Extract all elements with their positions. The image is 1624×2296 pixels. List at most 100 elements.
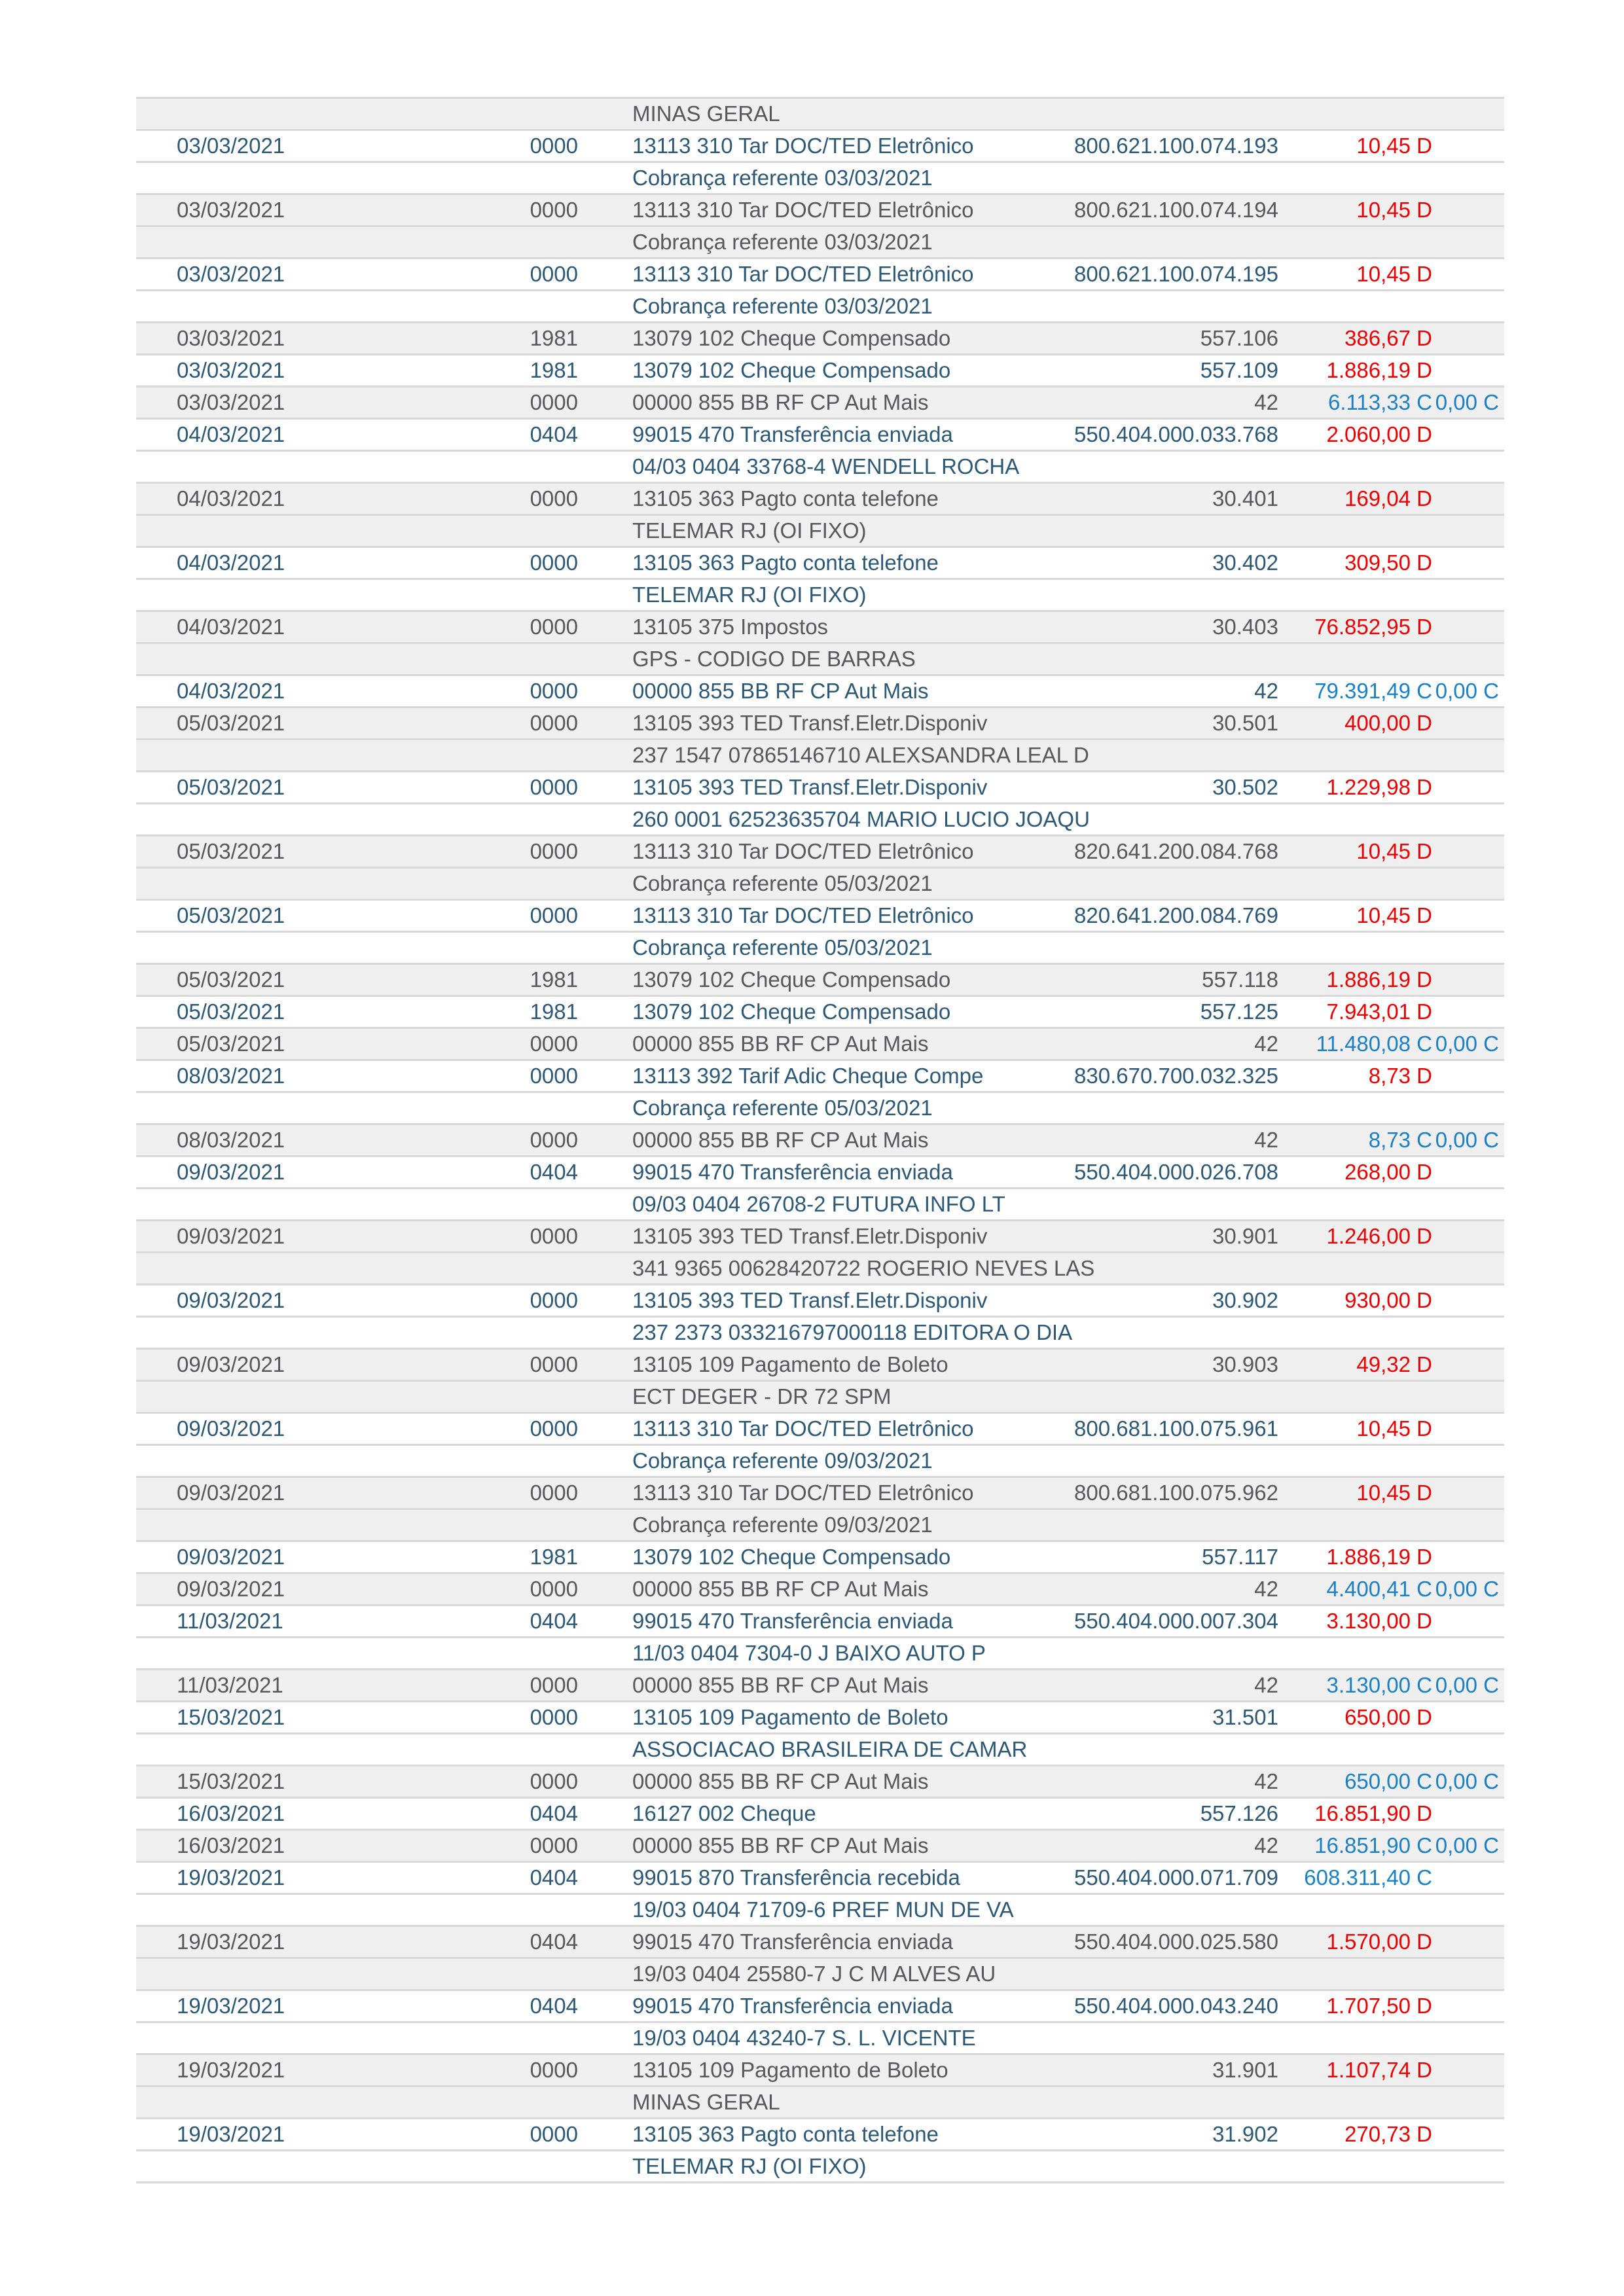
- transaction-date: 09/03/2021: [177, 1352, 285, 1376]
- branch-code: 0000: [530, 550, 578, 575]
- document-number: 557.126: [1200, 1801, 1278, 1825]
- document-number: 42: [1254, 1031, 1278, 1056]
- transaction-date: 04/03/2021: [177, 486, 285, 511]
- amount: 400,00 D: [1344, 711, 1432, 735]
- detail-spacer: [136, 162, 578, 194]
- document-number: 30.502: [1212, 775, 1278, 799]
- detail-spacer: [136, 1381, 578, 1413]
- detail-spacer: [136, 1445, 578, 1477]
- transaction-row: 09/03/2021 1981 13079 102 Cheque Compens…: [136, 1541, 1504, 1573]
- balance-amount: [1432, 355, 1504, 387]
- balance-amount: [1432, 1413, 1504, 1445]
- history-description: 13105 109 Pagamento de Boleto: [632, 2058, 948, 2082]
- transaction-date: 09/03/2021: [177, 1224, 285, 1248]
- balance-amount: [1432, 1541, 1504, 1573]
- detail-spacer: [136, 1734, 578, 1766]
- transaction-date: 05/03/2021: [177, 775, 285, 799]
- detail-spacer: [136, 2087, 578, 2119]
- transaction-detail-row: 237 1547 07865146710 ALEXSANDRA LEAL D: [136, 739, 1504, 772]
- branch-code: 0000: [530, 839, 578, 863]
- amount: 1.229,98 D: [1326, 775, 1432, 799]
- branch-code: 1981: [530, 358, 578, 382]
- history-description: 13105 393 TED Transf.Eletr.Disponiv: [632, 711, 988, 735]
- transaction-date: 03/03/2021: [177, 262, 285, 286]
- balance-amount: [1432, 1060, 1504, 1092]
- transaction-row: 08/03/2021 0000 13113 392 Tarif Adic Che…: [136, 1060, 1504, 1092]
- amount: 3.130,00 D: [1326, 1609, 1432, 1633]
- branch-code: 0000: [530, 1577, 578, 1601]
- document-number: 30.902: [1212, 1288, 1278, 1312]
- transaction-row: 03/03/2021 0000 13113 310 Tar DOC/TED El…: [136, 258, 1504, 291]
- amount: 1.886,19 D: [1326, 358, 1432, 382]
- detail-spacer: [136, 451, 578, 483]
- amount: 8,73 D: [1368, 1064, 1432, 1088]
- transaction-detail-row: 11/03 0404 7304-0 J BAIXO AUTO P: [136, 1637, 1504, 1670]
- document-number: 42: [1254, 1577, 1278, 1601]
- transaction-row: 09/03/2021 0000 13113 310 Tar DOC/TED El…: [136, 1477, 1504, 1509]
- transaction-date: 03/03/2021: [177, 326, 285, 350]
- branch-code: 1981: [530, 326, 578, 350]
- transaction-row: 05/03/2021 0000 13113 310 Tar DOC/TED El…: [136, 899, 1504, 932]
- document-number: 31.902: [1212, 2122, 1278, 2146]
- branch-code: 0000: [530, 390, 578, 414]
- balance-amount: [1432, 1798, 1504, 1830]
- amount: 1.707,50 D: [1326, 1994, 1432, 2018]
- transaction-date: 09/03/2021: [177, 1577, 285, 1601]
- transaction-detail-row: TELEMAR RJ (OI FIXO): [136, 579, 1504, 611]
- detail-spacer: [136, 1189, 578, 1221]
- transaction-detail-text: Cobrança referente 09/03/2021: [632, 1448, 933, 1473]
- transaction-detail-text: Cobrança referente 05/03/2021: [632, 1096, 933, 1120]
- amount: 8,73 C: [1368, 1128, 1432, 1152]
- transaction-date: 19/03/2021: [177, 1929, 285, 1954]
- branch-code: 0000: [530, 1031, 578, 1056]
- history-description: 00000 855 BB RF CP Aut Mais: [632, 679, 929, 703]
- amount: 4.400,41 C: [1326, 1577, 1432, 1601]
- history-description: 99015 470 Transferência enviada: [632, 422, 953, 446]
- transaction-date: 09/03/2021: [177, 1545, 285, 1569]
- document-number: 550.404.000.071.709: [1074, 1865, 1278, 1890]
- branch-code: 0000: [530, 134, 578, 158]
- amount: 270,73 D: [1344, 2122, 1432, 2146]
- document-number: 30.501: [1212, 711, 1278, 735]
- transaction-row: 19/03/2021 0404 99015 470 Transferência …: [136, 1926, 1504, 1958]
- amount: 309,50 D: [1344, 550, 1432, 575]
- transaction-date: 11/03/2021: [177, 1673, 283, 1697]
- transaction-row: 09/03/2021 0000 13105 109 Pagamento de B…: [136, 1348, 1504, 1381]
- history-description: 99015 470 Transferência enviada: [632, 1609, 953, 1633]
- transaction-row: 19/03/2021 0404 99015 870 Transferência …: [136, 1861, 1504, 1894]
- document-number: 800.681.100.075.961: [1074, 1416, 1278, 1441]
- transaction-date: 19/03/2021: [177, 2122, 285, 2146]
- balance-amount: 0,00 C: [1435, 1128, 1499, 1152]
- transaction-detail-text: 260 0001 62523635704 MARIO LUCIO JOAQU: [632, 807, 1090, 831]
- balance-amount: [1432, 483, 1504, 515]
- balance-amount: 0,00 C: [1435, 1031, 1499, 1056]
- transaction-detail-row: TELEMAR RJ (OI FIXO): [136, 2150, 1504, 2183]
- transaction-date: 04/03/2021: [177, 679, 285, 703]
- amount: 16.851,90 C: [1314, 1833, 1432, 1857]
- amount: 386,67 D: [1344, 326, 1432, 350]
- transaction-date: 04/03/2021: [177, 422, 285, 446]
- history-description: 13079 102 Cheque Compensado: [632, 967, 951, 992]
- transaction-row: 15/03/2021 0000 00000 855 BB RF CP Aut M…: [136, 1765, 1504, 1798]
- detail-spacer: [136, 579, 578, 611]
- balance-amount: [1432, 194, 1504, 226]
- amount: 3.130,00 C: [1326, 1673, 1432, 1697]
- amount: 1.886,19 D: [1326, 1545, 1432, 1569]
- statement-table: MINAS GERAL 03/03/2021 0000 13113 310 Ta…: [136, 97, 1504, 2183]
- transaction-detail-row: GPS - CODIGO DE BARRAS: [136, 643, 1504, 675]
- transaction-detail-row: 19/03 0404 71709-6 PREF MUN DE VA: [136, 1893, 1504, 1926]
- history-description: 13105 363 Pagto conta telefone: [632, 550, 939, 575]
- history-description: 00000 855 BB RF CP Aut Mais: [632, 1833, 929, 1857]
- balance-amount: 0,00 C: [1435, 1769, 1499, 1793]
- transaction-row: 03/03/2021 1981 13079 102 Cheque Compens…: [136, 322, 1504, 355]
- history-description: 13105 363 Pagto conta telefone: [632, 2122, 939, 2146]
- transaction-date: 03/03/2021: [177, 390, 285, 414]
- document-number: 42: [1254, 1769, 1278, 1793]
- transaction-row: 09/03/2021 0000 13105 393 TED Transf.Ele…: [136, 1284, 1504, 1317]
- transaction-date: 05/03/2021: [177, 967, 285, 992]
- balance-amount: [1432, 547, 1504, 579]
- document-number: 550.404.000.033.768: [1074, 422, 1278, 446]
- transaction-date: 15/03/2021: [177, 1705, 285, 1729]
- document-number: 550.404.000.043.240: [1074, 1994, 1278, 2018]
- transaction-row: 16/03/2021 0000 00000 855 BB RF CP Aut M…: [136, 1829, 1504, 1862]
